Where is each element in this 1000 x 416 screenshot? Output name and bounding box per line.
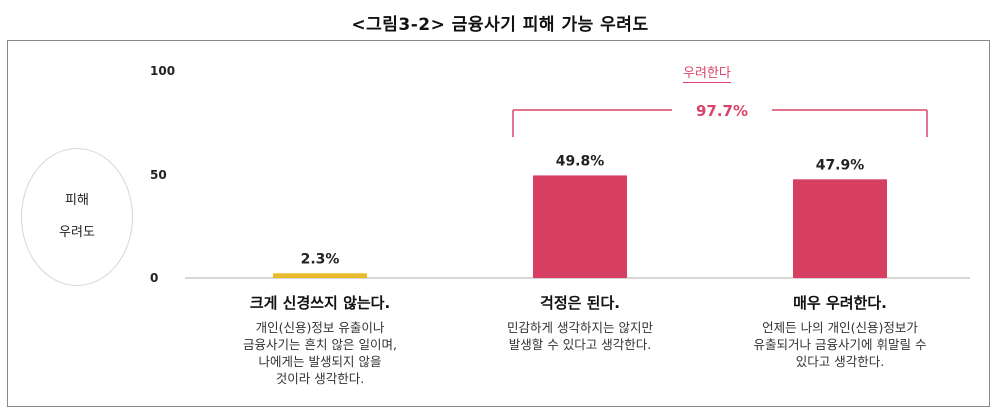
- bar: [533, 175, 627, 278]
- data-label: 47.9%: [816, 157, 865, 173]
- description-line: 있다고 생각한다.: [795, 354, 885, 369]
- description-line: 유출되거나 금융사기에 휘말릴 수: [753, 337, 927, 352]
- category-label-3: 매우 우려한다.: [793, 294, 887, 312]
- y-tick-100: 100: [150, 64, 176, 78]
- y-tick-0: 0: [150, 271, 159, 285]
- description-line: 언제든 나의 개인(신용)정보가: [762, 320, 918, 335]
- y-axis-label-line2: 우려도: [59, 225, 95, 240]
- description-line: 개인(신용)정보 유출이나: [255, 320, 385, 335]
- y-axis-label-badge: 피해 우려도: [21, 148, 133, 286]
- bracket-label: 우려한다: [683, 66, 731, 83]
- category-label-1: 크게 신경쓰지 않는다.: [249, 294, 391, 312]
- bar: [793, 179, 887, 278]
- y-axis-label-line1: 피해: [65, 193, 89, 208]
- chart-title: <그림3-2> 금융사기 피해 가능 우려도: [351, 15, 649, 35]
- category-description-2: 민감하게 생각하지는 않지만 발생할 수 있다고 생각한다.: [450, 319, 710, 353]
- category-description-3: 언제든 나의 개인(신용)정보가 유출되거나 금융사기에 휘말릴 수 있다고 생…: [710, 319, 970, 370]
- description-line: 것이라 생각한다.: [275, 371, 365, 386]
- description-line: 발생할 수 있다고 생각한다.: [508, 337, 652, 352]
- description-line: 금융사기는 흔치 않은 일이며,: [243, 337, 397, 352]
- bar: [273, 273, 367, 278]
- chart-frame: [7, 40, 990, 407]
- data-label: 49.8%: [556, 153, 605, 169]
- description-line: 나에게는 발생되지 않을: [258, 354, 382, 369]
- category-block-2: 걱정은 된다. 민감하게 생각하지는 않지만 발생할 수 있다고 생각한다.: [450, 292, 710, 353]
- category-label-2: 걱정은 된다.: [540, 294, 620, 312]
- data-label: 2.3%: [301, 251, 340, 267]
- category-block-1: 크게 신경쓰지 않는다. 개인(신용)정보 유출이나 금융사기는 흔치 않은 일…: [190, 292, 450, 387]
- bracket-value: 97.7%: [696, 102, 748, 120]
- description-line: 민감하게 생각하지는 않지만: [507, 320, 653, 335]
- y-tick-50: 50: [150, 168, 167, 182]
- category-description-1: 개인(신용)정보 유출이나 금융사기는 흔치 않은 일이며, 나에게는 발생되지…: [190, 319, 450, 387]
- category-block-3: 매우 우려한다. 언제든 나의 개인(신용)정보가 유출되거나 금융사기에 휘말…: [710, 292, 970, 370]
